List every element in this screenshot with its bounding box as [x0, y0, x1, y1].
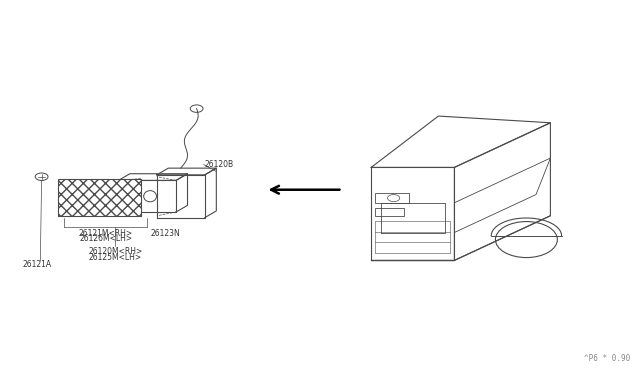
- Text: 26120B: 26120B: [205, 160, 234, 169]
- Text: 26120M<RH>: 26120M<RH>: [88, 247, 142, 256]
- Bar: [375, 193, 409, 203]
- Bar: [58, 179, 141, 216]
- Text: 26123N: 26123N: [150, 229, 180, 238]
- Text: 26126M<LH>: 26126M<LH>: [79, 234, 132, 243]
- Text: ^P6 * 0.90: ^P6 * 0.90: [584, 354, 630, 363]
- Bar: [375, 208, 404, 216]
- Text: 26121M<RH>: 26121M<RH>: [79, 229, 132, 238]
- Text: 26125M<LH>: 26125M<LH>: [88, 253, 142, 262]
- Text: 26121A: 26121A: [22, 260, 52, 269]
